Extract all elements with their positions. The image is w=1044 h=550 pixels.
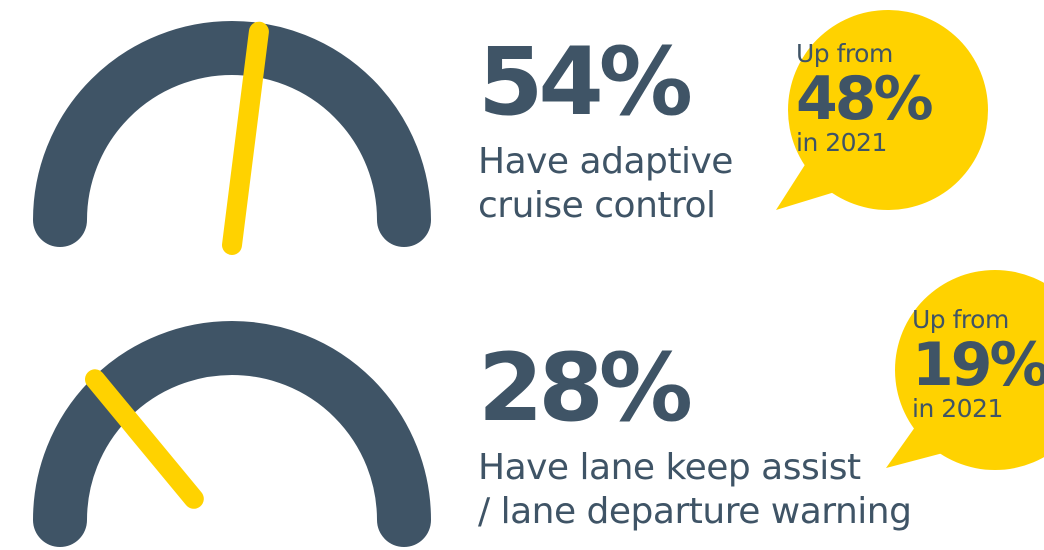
- stat-description: Have adaptive cruise control: [478, 140, 733, 228]
- speech-bubble-shape: [776, 10, 988, 210]
- stat-percent: 28%: [478, 334, 693, 443]
- stat-description: Have lane keep assist / lane departure w…: [478, 446, 912, 534]
- gauge-adaptive-cruise-control: [33, 21, 431, 255]
- speech-bubble-adaptive-cruise-control: Up from 48% in 2021: [768, 10, 998, 230]
- speech-bubble-text: Up from 19% in 2021: [912, 306, 1044, 422]
- stat-percent: 54%: [478, 28, 693, 137]
- gauge-arc: [33, 321, 431, 547]
- gauge-needle: [222, 21, 269, 255]
- gauge-lane-keep-assist: [33, 321, 431, 547]
- gauge-arc: [33, 21, 431, 247]
- stat-description-line-1: Have adaptive: [478, 141, 733, 182]
- gauge-needle: [85, 369, 204, 509]
- stat-description-line-1: Have lane keep assist: [478, 447, 861, 488]
- stat-description-line-2: cruise control: [478, 185, 716, 226]
- stat-adaptive-cruise-control: 54% Have adaptive cruise control: [478, 36, 733, 228]
- previous-percent: 48%: [796, 64, 934, 134]
- year-label: in 2021: [912, 394, 1003, 423]
- speech-bubble-shape: [886, 270, 1044, 470]
- stat-description-line-2: / lane departure warning: [478, 491, 912, 532]
- speech-bubble-text: Up from 48% in 2021: [796, 39, 934, 157]
- up-from-label: Up from: [796, 39, 893, 68]
- year-label: in 2021: [796, 128, 887, 157]
- stat-lane-keep-assist: 28% Have lane keep assist / lane departu…: [478, 334, 912, 534]
- speech-bubble-lane-keep-assist: Up from 19% in 2021: [880, 270, 1044, 490]
- up-from-label: Up from: [912, 305, 1009, 334]
- previous-percent: 19%: [912, 330, 1044, 400]
